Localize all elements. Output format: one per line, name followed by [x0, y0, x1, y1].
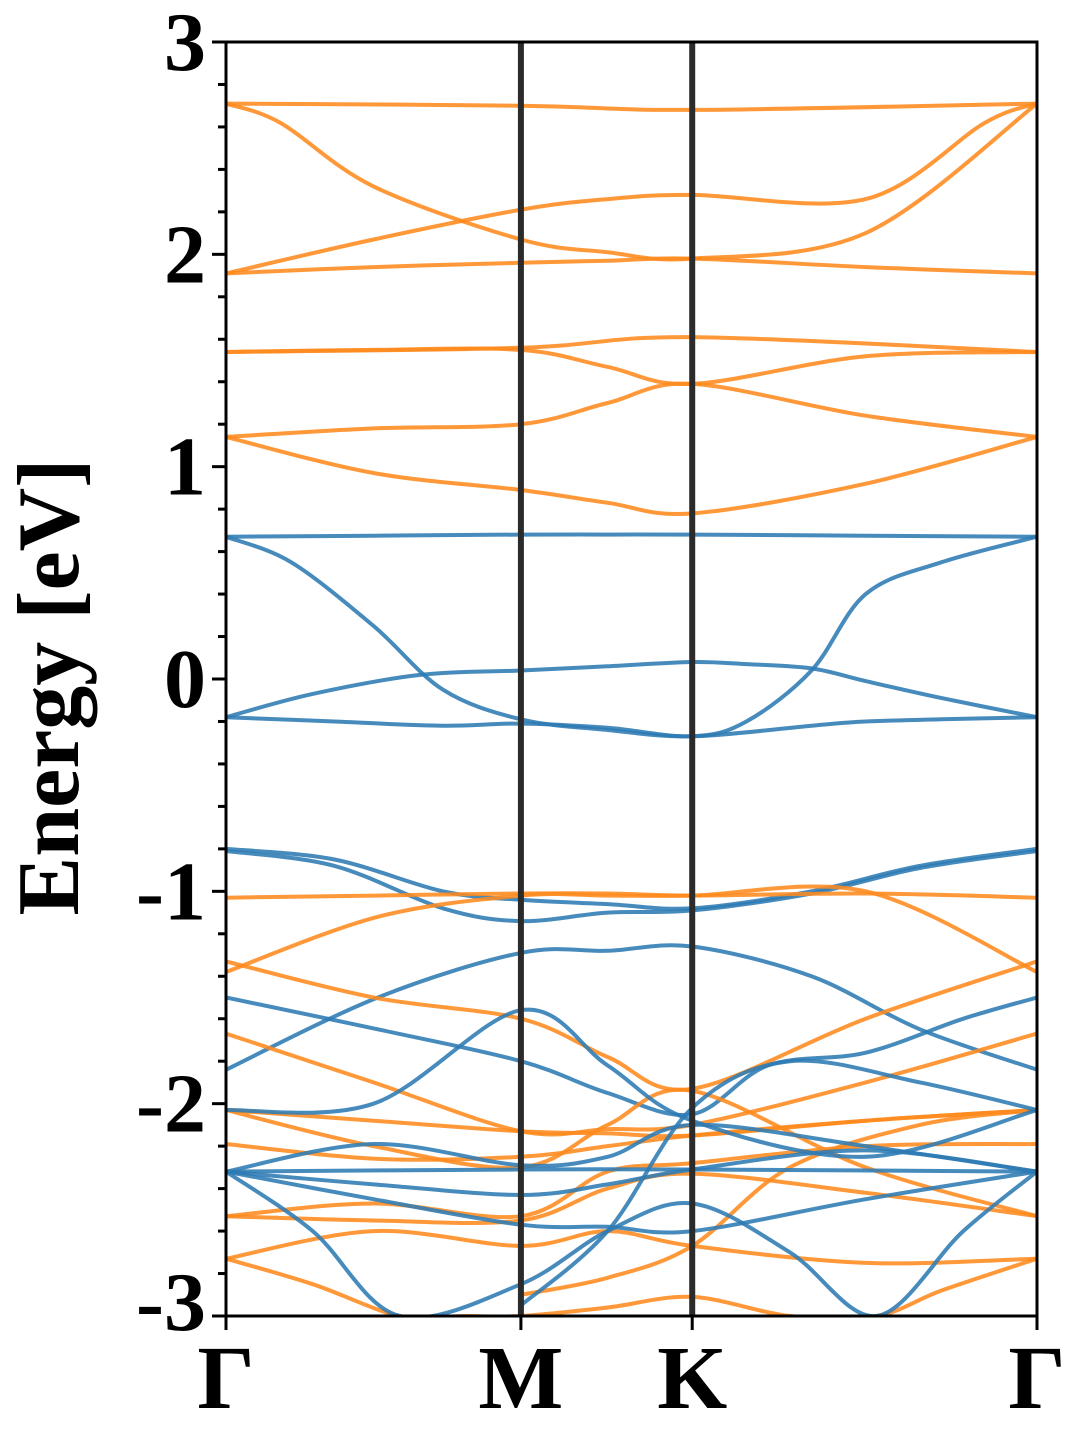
band-line-blue [226, 1148, 1037, 1197]
band-line-orange [226, 256, 1037, 276]
band-line-orange [226, 1171, 1037, 1226]
y-tick-label: 1 [164, 421, 206, 514]
band-line-blue [518, 1058, 1037, 1308]
band-line-blue [226, 1169, 1037, 1316]
y-tick-label: 3 [164, 0, 206, 89]
band-line-blue [226, 849, 1037, 924]
kpoint-label: Γ [1008, 1329, 1065, 1428]
kpoint-label: Γ [197, 1329, 254, 1428]
band-line-orange [226, 1108, 1037, 1139]
band-line-blue [226, 1167, 1037, 1174]
band-line-orange [226, 1228, 1037, 1266]
band-line-blue [226, 995, 1037, 1118]
y-tick-label: -1 [136, 845, 206, 938]
y-tick-label: 2 [164, 208, 206, 301]
y-tick-label: -3 [136, 1256, 206, 1349]
y-tick-label: 0 [164, 633, 206, 726]
band-line-blue [226, 659, 1037, 720]
band-line-blue [226, 943, 1037, 1072]
y-ticks-layer: -3 -2 -1 0 1 2 3 [136, 0, 226, 1349]
kpoint-label: K [657, 1329, 727, 1428]
band-line-orange [226, 101, 1037, 262]
band-line-blue [226, 534, 1037, 739]
band-line-blue [226, 846, 1037, 911]
y-axis-label: Energy [eV] [1, 459, 98, 916]
band-line-orange [226, 434, 1037, 516]
band-line-orange [226, 884, 1037, 974]
band-line-orange [226, 346, 1037, 386]
band-line-orange [226, 101, 1037, 276]
band-line-orange [518, 1108, 1037, 1297]
band-line-orange [226, 101, 1037, 112]
bands-layer [226, 101, 1037, 1316]
band-line-orange [226, 959, 1037, 1092]
kpoint-lines-layer [517, 42, 696, 1316]
y-tick-label: -2 [136, 1058, 206, 1151]
band-line-blue [226, 1007, 1037, 1159]
band-line-blue [226, 1122, 1037, 1174]
band-line-orange [226, 1256, 1037, 1316]
band-line-blue [226, 1169, 1037, 1235]
band-line-blue [226, 532, 1037, 539]
band-line-orange [226, 1031, 1037, 1137]
kpoint-label: M [478, 1329, 563, 1428]
band-line-orange [226, 381, 1037, 439]
band-line-blue [226, 534, 1037, 739]
